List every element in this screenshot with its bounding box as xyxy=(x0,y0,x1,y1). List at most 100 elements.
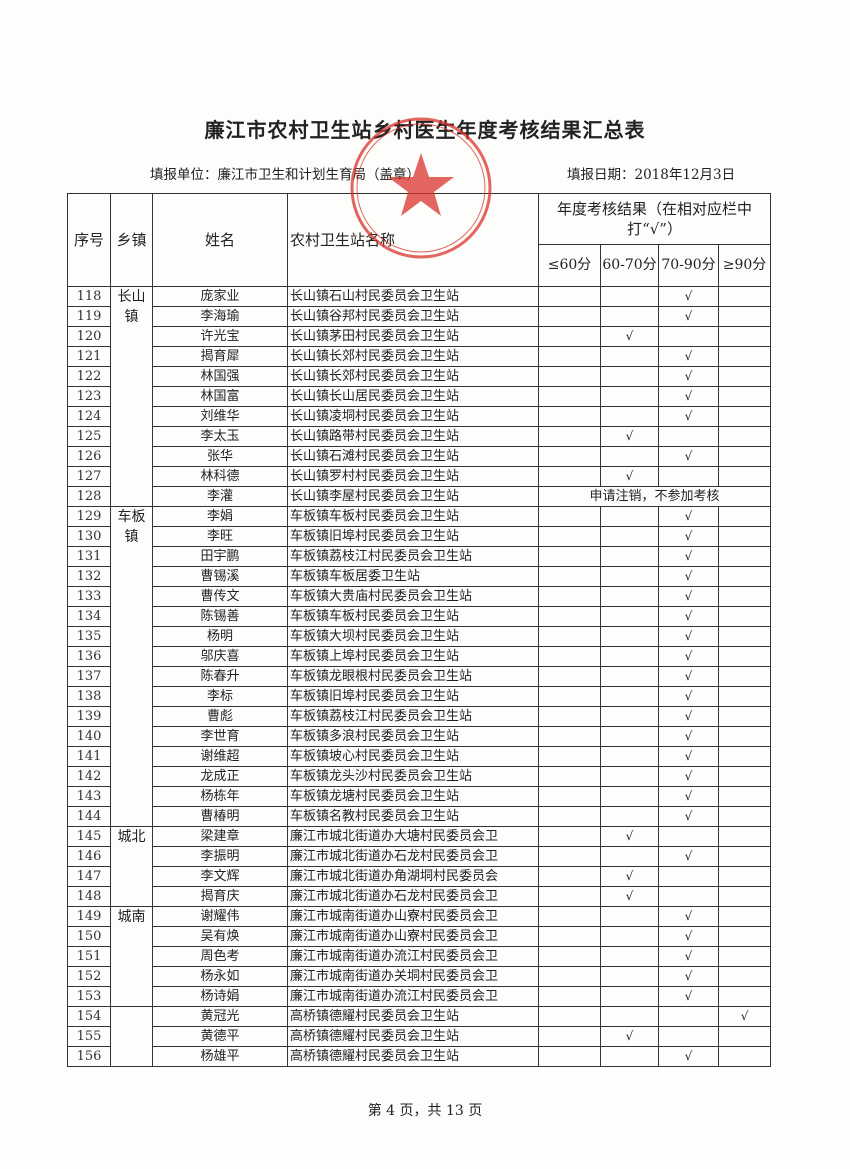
name-cell: 杨栋年 xyxy=(152,786,288,807)
name-cell: 李振明 xyxy=(152,846,288,867)
grade-cell xyxy=(538,846,601,867)
seq-cell: 124 xyxy=(67,406,111,427)
grade-cell xyxy=(538,986,601,1007)
table-row: 154 黄冠光 高桥镇德耀村民委员会卫生站 √ xyxy=(67,1006,772,1067)
grade-cell: √ xyxy=(658,706,719,727)
table-row: 127 林科德 长山镇罗村村民委员会卫生站 √ xyxy=(67,466,772,487)
station-cell: 车板镇龙塘村民委员会卫生站 xyxy=(287,786,539,807)
station-cell: 车板镇旧埠村民委员会卫生站 xyxy=(287,686,539,707)
seq-cell: 122 xyxy=(67,366,111,387)
station-cell: 长山镇长郊村民委员会卫生站 xyxy=(287,366,539,387)
grade-cell xyxy=(538,926,601,947)
station-cell: 廉江市城南街道办山寮村民委员会卫 xyxy=(287,906,539,927)
grade-cell xyxy=(717,686,772,707)
grade-cell: √ xyxy=(600,426,659,447)
station-cell: 车板镇车板居委卫生站 xyxy=(287,566,539,587)
grade-cell xyxy=(538,726,601,747)
name-cell: 梁建章 xyxy=(152,826,288,847)
grade-cell xyxy=(717,626,772,647)
grade-cell xyxy=(600,666,659,687)
grade-cell: √ xyxy=(658,966,719,987)
seq-cell: 151 xyxy=(67,946,111,967)
grade-cell xyxy=(600,306,659,327)
seq-cell: 135 xyxy=(67,626,111,647)
header-grade-above-90: ≥90分 xyxy=(717,244,772,287)
name-cell: 李娟 xyxy=(152,506,288,527)
table-row: 152 杨永如 廉江市城南街道办关垌村民委员会卫 √ xyxy=(67,966,772,987)
grade-cell xyxy=(600,986,659,1007)
table-row: 136 邬庆喜 车板镇上埠村民委员会卫生站 √ xyxy=(67,646,772,667)
name-cell: 李灌 xyxy=(152,486,288,507)
seq-cell: 126 xyxy=(67,446,111,467)
name-cell: 杨永如 xyxy=(152,966,288,987)
seq-cell: 119 xyxy=(67,306,111,327)
grade-cell xyxy=(600,926,659,947)
name-cell: 许光宝 xyxy=(152,326,288,347)
table-row: 130 李旺 车板镇旧埠村民委员会卫生站 √ xyxy=(67,526,772,547)
seq-cell: 148 xyxy=(67,886,111,907)
grade-cell xyxy=(717,646,772,667)
station-cell: 车板镇龙眼根村民委员会卫生站 xyxy=(287,666,539,687)
grade-cell xyxy=(717,286,772,307)
seq-cell: 149 xyxy=(67,906,111,927)
grade-cell: √ xyxy=(658,526,719,547)
header-grade-60-70: 60-70分 xyxy=(600,244,659,287)
grade-cell xyxy=(717,606,772,627)
table-row: 153 杨诗娟 廉江市城南街道办流江村民委员会卫 √ xyxy=(67,986,772,1007)
grade-cell xyxy=(717,586,772,607)
town-cell: 车板镇 xyxy=(110,506,153,827)
grade-cell xyxy=(538,1026,601,1047)
seq-cell: 145 xyxy=(67,826,111,847)
seq-cell: 134 xyxy=(67,606,111,627)
grade-cell xyxy=(600,366,659,387)
grade-cell xyxy=(538,806,601,827)
table-row: 139 曹彪 车板镇荔枝江村民委员会卫生站 √ xyxy=(67,706,772,727)
grade-cell xyxy=(717,826,772,847)
station-cell: 车板镇车板村民委员会卫生站 xyxy=(287,506,539,527)
table-row: 118 长山镇 庞家业 长山镇石山村民委员会卫生站 √ xyxy=(67,286,772,507)
grade-cell xyxy=(658,326,719,347)
grade-cell xyxy=(600,1046,659,1067)
seq-cell: 155 xyxy=(67,1026,111,1047)
name-cell: 谢耀伟 xyxy=(152,906,288,927)
grade-cell xyxy=(538,946,601,967)
seq-cell: 118 xyxy=(67,286,111,307)
grade-cell: √ xyxy=(658,406,719,427)
station-cell: 长山镇石滩村民委员会卫生站 xyxy=(287,446,539,467)
station-cell: 车板镇荔枝江村民委员会卫生站 xyxy=(287,546,539,567)
grade-cell xyxy=(538,406,601,427)
grade-cell xyxy=(600,546,659,567)
grade-cell xyxy=(717,806,772,827)
grade-cell xyxy=(600,566,659,587)
seq-cell: 146 xyxy=(67,846,111,867)
name-cell: 曹锡溪 xyxy=(152,566,288,587)
name-cell: 曹传文 xyxy=(152,586,288,607)
station-cell: 车板镇上埠村民委员会卫生站 xyxy=(287,646,539,667)
station-cell: 廉江市城南街道办山寮村民委员会卫 xyxy=(287,926,539,947)
station-cell: 车板镇荔枝江村民委员会卫生站 xyxy=(287,706,539,727)
table-row: 156 杨雄平 高桥镇德耀村民委员会卫生站 √ xyxy=(67,1046,772,1067)
station-cell: 廉江市城北街道办石龙村民委员会卫 xyxy=(287,886,539,907)
grade-cell xyxy=(600,726,659,747)
table-row: 149 城南 谢耀伟 廉江市城南街道办山寮村民委员会卫 √ xyxy=(67,906,772,1007)
grade-cell xyxy=(538,586,601,607)
table-row: 155 黄德平 高桥镇德耀村民委员会卫生站 √ xyxy=(67,1026,772,1047)
grade-cell xyxy=(717,906,772,927)
seq-cell: 127 xyxy=(67,466,111,487)
name-cell: 陈春升 xyxy=(152,666,288,687)
seq-cell: 120 xyxy=(67,326,111,347)
seq-cell: 153 xyxy=(67,986,111,1007)
table-row: 125 李太玉 长山镇路带村民委员会卫生站 √ xyxy=(67,426,772,447)
table-body: 118 长山镇 庞家业 长山镇石山村民委员会卫生站 √ 119 李海瑜 长山镇谷邦村民委员会卫… xyxy=(67,286,772,1067)
table-row: 145 城北 梁建章 廉江市城北街道办大塘村民委员会卫 √ xyxy=(67,826,772,907)
grade-cell xyxy=(717,786,772,807)
grade-cell: √ xyxy=(658,606,719,627)
grade-cell xyxy=(717,666,772,687)
name-cell: 田宇鹏 xyxy=(152,546,288,567)
station-cell: 廉江市城南街道办流江村民委员会卫 xyxy=(287,986,539,1007)
grade-cell xyxy=(717,346,772,367)
grade-cell xyxy=(538,526,601,547)
station-cell: 长山镇长山居民委员会卫生站 xyxy=(287,386,539,407)
station-cell: 高桥镇德耀村民委员会卫生站 xyxy=(287,1026,539,1047)
seq-cell: 142 xyxy=(67,766,111,787)
